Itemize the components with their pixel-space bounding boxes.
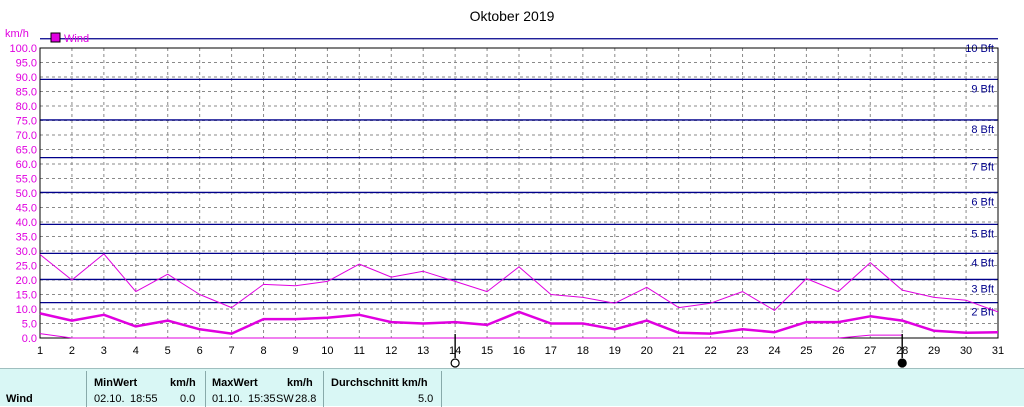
y-tick-label: 75.0	[16, 116, 37, 128]
new-moon-icon	[897, 358, 907, 368]
y-tick-label: 10.0	[16, 304, 37, 316]
max-direction: SW	[276, 393, 294, 405]
series-line-average	[39, 310, 999, 335]
series-line-min	[39, 333, 903, 339]
y-tick-label: 5.0	[22, 319, 37, 331]
x-tick-label: 30	[960, 345, 972, 357]
beaufort-label: 10 Bft	[965, 43, 994, 55]
y-tick-label: 0.0	[22, 333, 37, 345]
x-tick-label: 25	[800, 345, 812, 357]
y-tick-label: 40.0	[16, 217, 37, 229]
beaufort-label: 4 Bft	[971, 257, 994, 269]
x-tick-label: 17	[545, 345, 557, 357]
max-value: 28.8	[295, 393, 317, 405]
divider	[86, 371, 87, 407]
series-line-max	[39, 253, 999, 313]
y-tick-label: 70.0	[16, 130, 37, 142]
x-tick-label: 27	[864, 345, 876, 357]
x-tick-label: 20	[641, 345, 653, 357]
x-tick-label: 18	[577, 345, 589, 357]
x-tick-label: 31	[992, 345, 1004, 357]
divider	[205, 371, 206, 407]
x-tick-label: 16	[513, 345, 525, 357]
x-tick-label: 26	[832, 345, 844, 357]
x-tick-label: 13	[417, 345, 429, 357]
stats-panel: Wind MinWert km/h 02.10. 18:55 0.0 MaxWe…	[0, 368, 1024, 407]
x-tick-label: 6	[197, 345, 203, 357]
y-tick-label: 15.0	[16, 290, 37, 302]
y-tick-label: 60.0	[16, 159, 37, 171]
beaufort-label: 7 Bft	[971, 162, 994, 174]
x-tick-label: 21	[673, 345, 685, 357]
min-header: MinWert	[94, 377, 138, 389]
y-tick-label: 25.0	[16, 261, 37, 273]
divider	[441, 371, 442, 407]
x-tick-label: 4	[133, 345, 139, 357]
y-tick-label: 50.0	[16, 188, 37, 200]
x-tick-label: 9	[292, 345, 298, 357]
stats-row-label: Wind	[6, 393, 33, 405]
y-tick-label: 100.0	[9, 43, 37, 55]
x-tick-label: 15	[481, 345, 493, 357]
beaufort-label: 9 Bft	[971, 83, 994, 95]
max-header: MaxWert	[212, 377, 258, 389]
chart-title: Oktober 2019	[470, 8, 555, 24]
x-tick-label: 7	[229, 345, 235, 357]
y-axis-unit-label: km/h	[5, 28, 29, 40]
x-tick-label: 10	[321, 345, 333, 357]
x-tick-label: 23	[736, 345, 748, 357]
x-tick-label: 11	[354, 345, 365, 357]
y-tick-label: 95.0	[16, 58, 37, 70]
y-tick-label: 35.0	[16, 232, 37, 244]
y-tick-label: 65.0	[16, 145, 37, 157]
y-tick-label: 90.0	[16, 72, 37, 84]
x-tick-label: 8	[260, 345, 266, 357]
y-tick-label: 80.0	[16, 101, 37, 113]
y-tick-label: 55.0	[16, 174, 37, 186]
min-value: 0.0	[180, 393, 196, 405]
min-time: 18:55	[130, 393, 158, 405]
legend-label: Wind	[64, 33, 89, 45]
legend-swatch	[50, 32, 61, 43]
min-date: 02.10.	[94, 393, 125, 405]
beaufort-label: 6 Bft	[971, 196, 994, 208]
x-tick-label: 3	[101, 345, 107, 357]
divider	[323, 371, 324, 407]
full-moon-icon	[450, 358, 460, 368]
beaufort-lines: 2 Bft 3 Bft 4 Bft 5 Bft 6 Bft 7 Bft 8 Bft 9 Bft…	[40, 38, 998, 319]
max-time: 15:35	[248, 393, 276, 405]
beaufort-label: 2 Bft	[971, 307, 994, 319]
x-axis: 1 2 3 4 5 6 7 8 9 10 11 12 13 14 15 16 17 18 19 20 21 22 23 24 2…	[37, 345, 1004, 357]
avg-value: 5.0	[418, 393, 434, 405]
beaufort-label: 5 Bft	[971, 228, 994, 240]
x-tick-label: 29	[928, 345, 940, 357]
series-group	[39, 253, 999, 339]
wind-chart: 2 Bft 3 Bft 4 Bft 5 Bft 6 Bft 7 Bft 8 Bft 9 Bft…	[5, 8, 1004, 368]
y-tick-label: 85.0	[16, 87, 37, 99]
x-tick-label: 1	[37, 345, 43, 357]
y-axis: 0.0 5.0 10.0 15.0 20.0 25.0 30.0 35.0 40.0 45.0 50…	[9, 43, 37, 345]
moon-phases	[450, 334, 907, 368]
x-tick-label: 12	[385, 345, 397, 357]
min-unit: km/h	[170, 377, 196, 389]
beaufort-label: 8 Bft	[971, 124, 994, 136]
x-tick-label: 22	[704, 345, 716, 357]
beaufort-label: 3 Bft	[971, 283, 994, 295]
max-date: 01.10.	[212, 393, 243, 405]
x-tick-label: 5	[165, 345, 171, 357]
x-tick-label: 19	[609, 345, 621, 357]
avg-header: Durchschnitt km/h	[331, 377, 428, 389]
y-tick-label: 30.0	[16, 246, 37, 258]
x-tick-label: 24	[768, 345, 780, 357]
x-tick-label: 2	[69, 345, 75, 357]
y-tick-label: 45.0	[16, 203, 37, 215]
y-tick-label: 20.0	[16, 275, 37, 287]
max-unit: km/h	[287, 377, 313, 389]
